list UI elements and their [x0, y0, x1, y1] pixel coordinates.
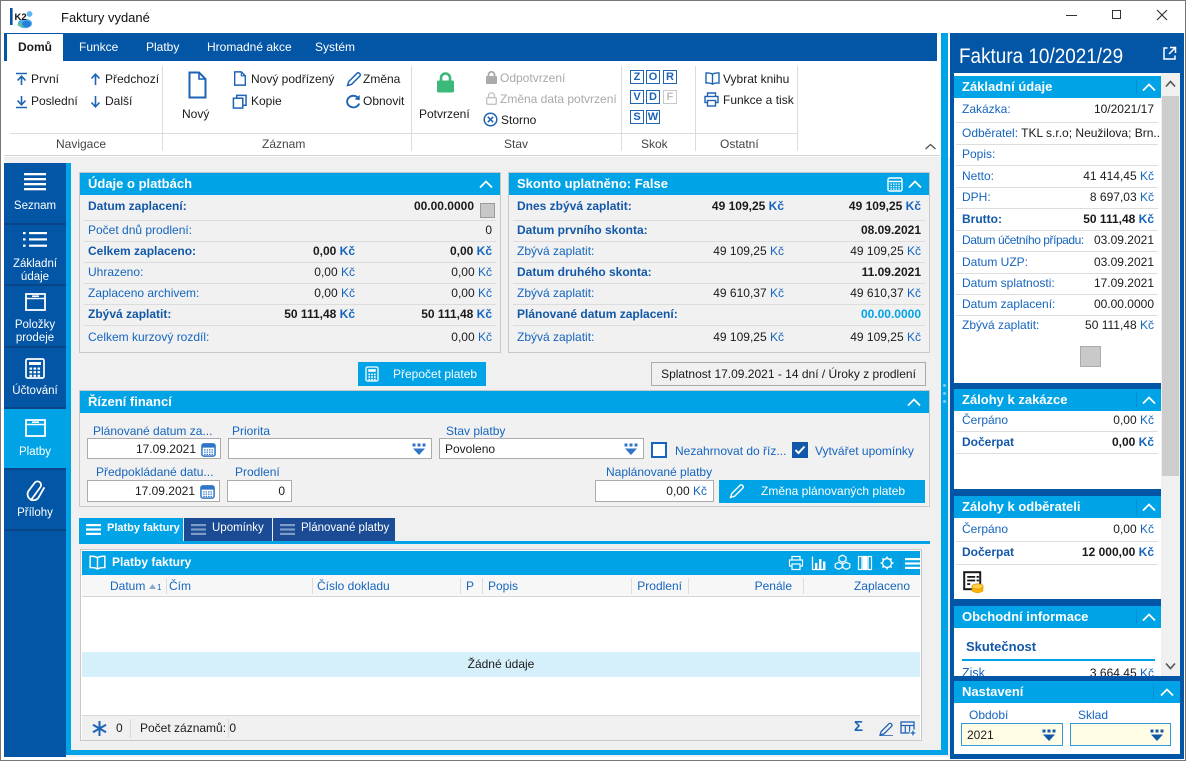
- svg-text:K2: K2: [15, 12, 27, 23]
